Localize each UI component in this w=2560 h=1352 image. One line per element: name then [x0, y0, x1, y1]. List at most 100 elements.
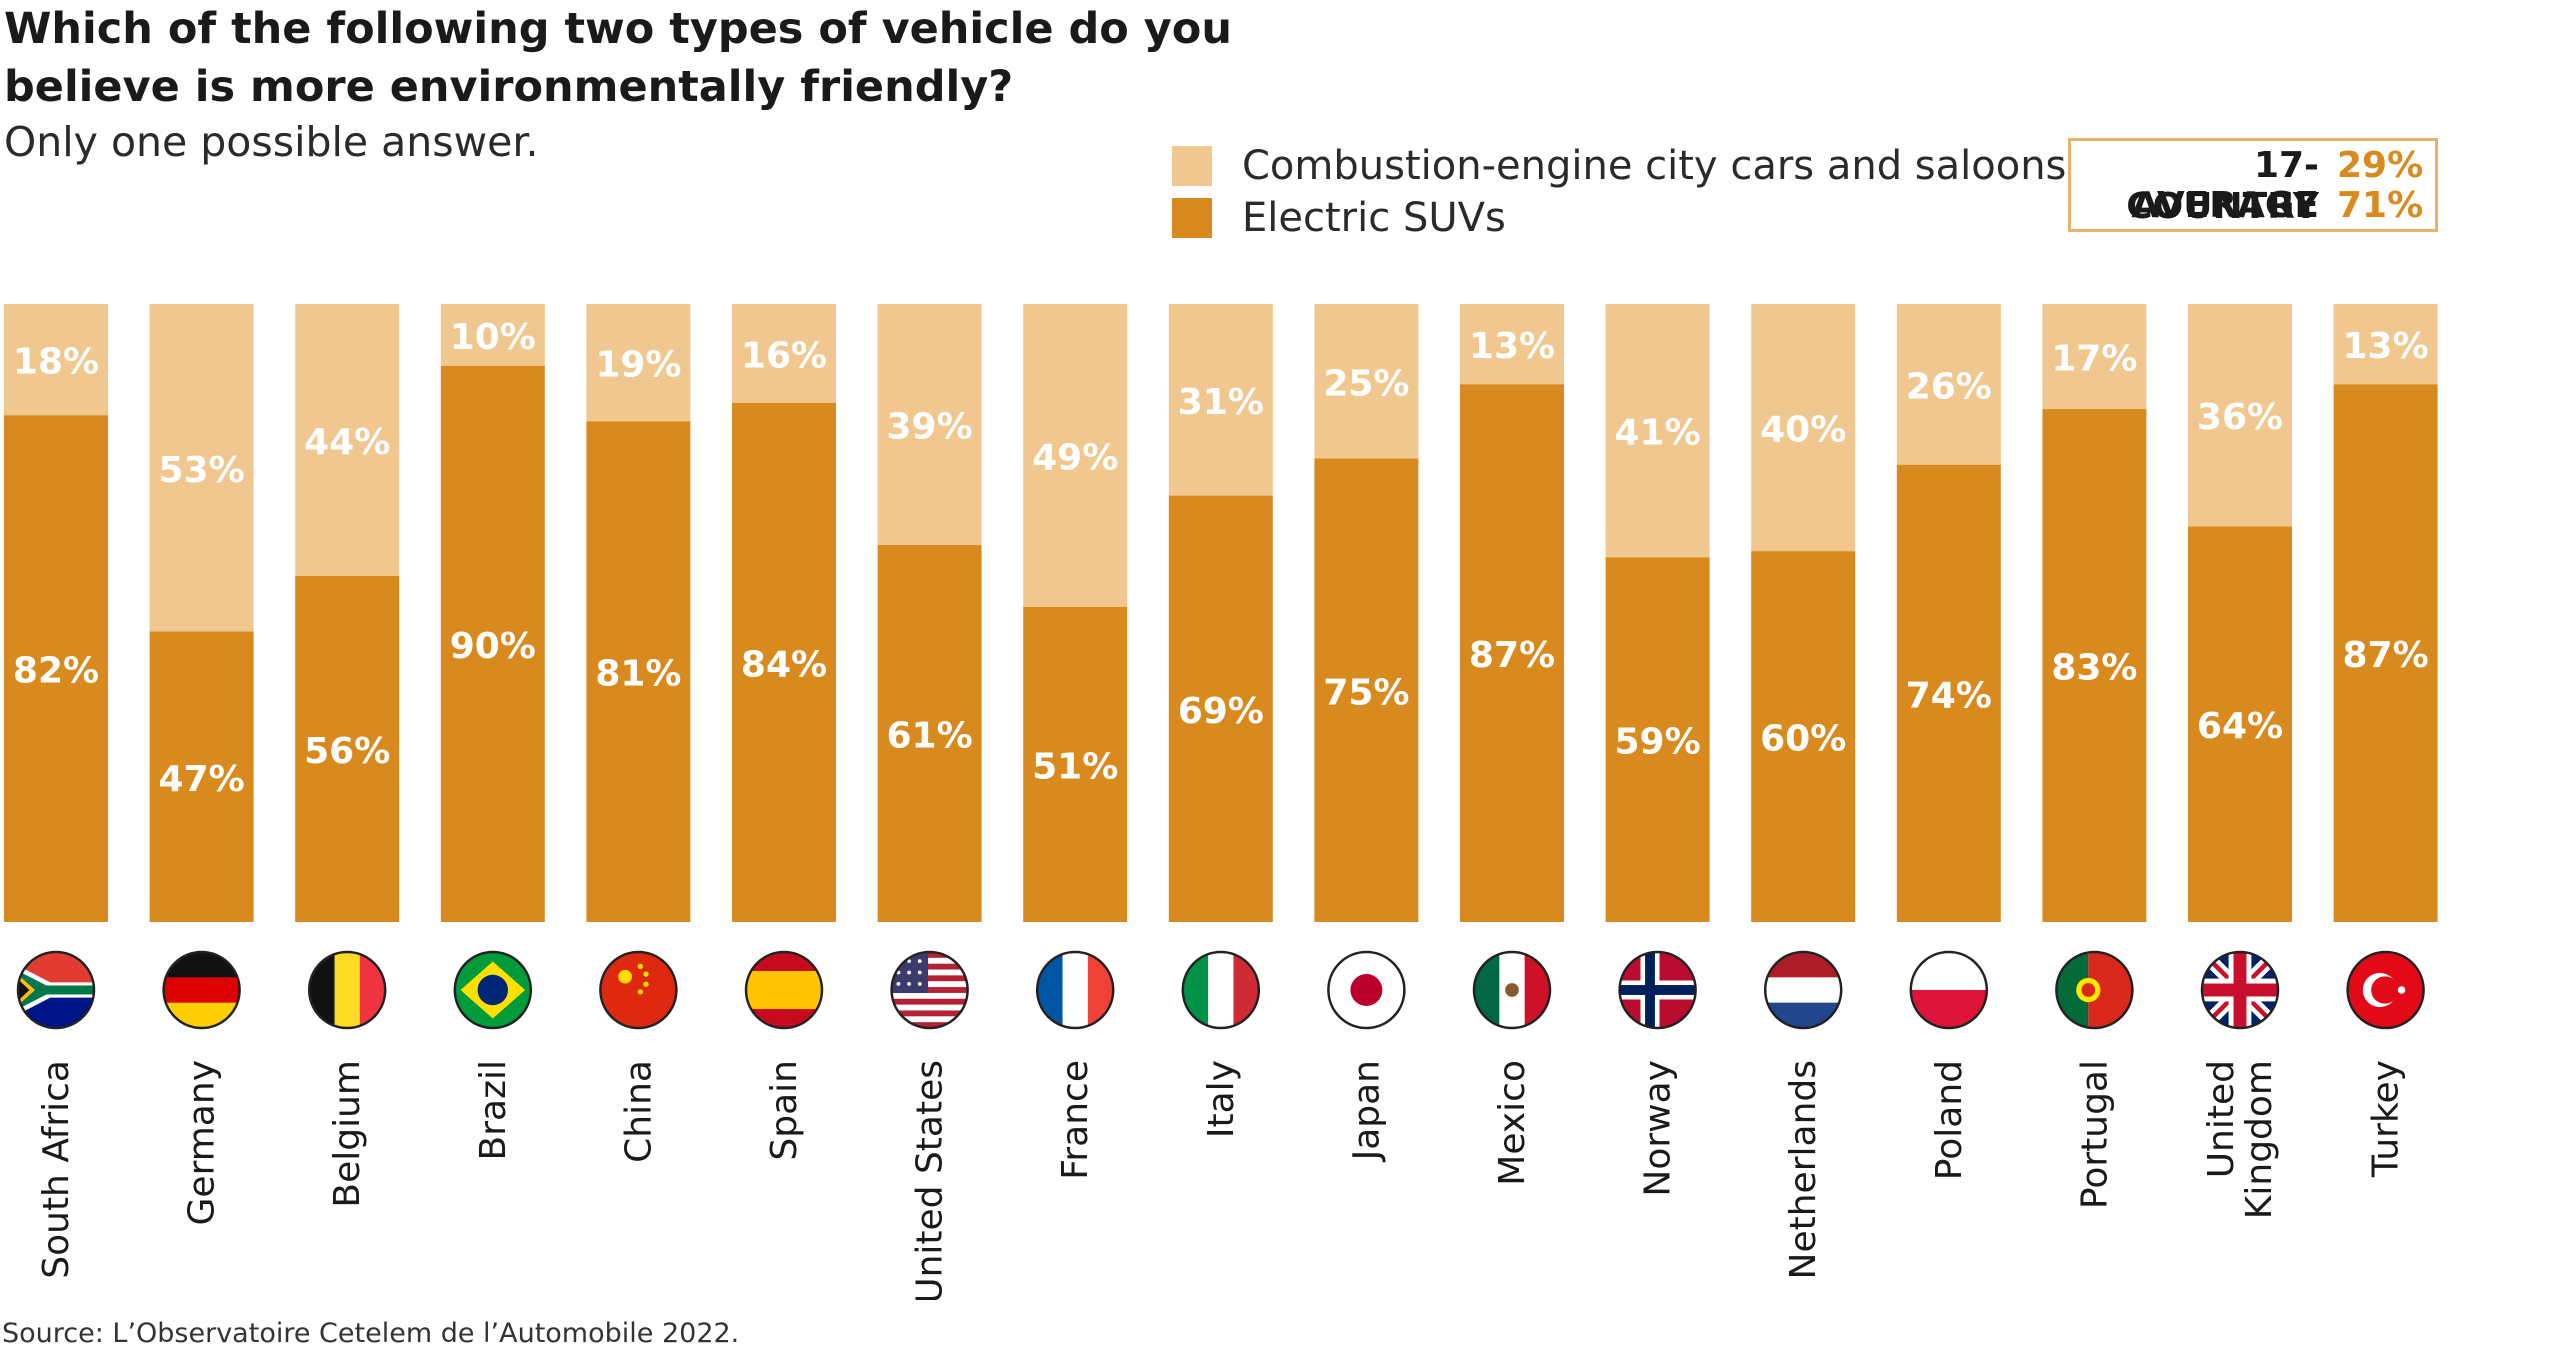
category-label-line: Netherlands [1783, 1060, 1824, 1279]
category-label-france: France [1055, 1060, 1096, 1180]
bar-electric-united-states [877, 545, 982, 922]
category-label-line: Japan [1346, 1060, 1387, 1162]
label-electric-germany: 47% [159, 759, 245, 800]
bar-electric-belgium [295, 575, 400, 922]
turkey-flag [2346, 950, 2425, 1030]
germany-flag [162, 950, 241, 1030]
legend-swatch-electric [1172, 198, 1212, 238]
bar-electric-poland [1896, 464, 2001, 922]
bar-electric-china [586, 421, 691, 922]
bar-combustion-portugal [2042, 304, 2147, 410]
category-label-line: United States [910, 1060, 951, 1300]
poland-flag [1909, 950, 1989, 1030]
bar-electric-south-africa [4, 415, 108, 922]
category-label-norway: Norway [1638, 1060, 1679, 1197]
category-label-line: Brazil [473, 1060, 514, 1160]
category-label-mexico: Mexico [1492, 1060, 1533, 1186]
category-label-line: Belgium [327, 1060, 368, 1208]
category-label-line: Germany [182, 1060, 223, 1225]
category-label-portugal: Portugal [2074, 1060, 2115, 1209]
italy-flag [1181, 950, 1261, 1030]
category-label-belgium: Belgium [327, 1060, 368, 1208]
chart-subtitle: Only one possible answer. [4, 118, 539, 166]
category-label-line: Norway [1638, 1060, 1679, 1197]
average-box: 17-COUNTRY 29% AVERAGE 71% [2068, 138, 2438, 232]
label-combustion-spain: 16% [741, 335, 827, 376]
legend-label-electric: Electric SUVs [1242, 195, 1506, 241]
bar-electric-mexico [1460, 384, 1564, 923]
bar-combustion-france [1023, 304, 1128, 607]
category-label-italy: Italy [1201, 1060, 1242, 1138]
average-label-line1: 17-COUNTRY [2126, 145, 2319, 227]
bar-combustion-poland [1896, 304, 2001, 465]
label-combustion-norway: 41% [1615, 413, 1701, 454]
bar-combustion-netherlands [1751, 304, 1856, 552]
belgium-flag [307, 950, 387, 1030]
china-flag [599, 950, 678, 1030]
bar-combustion-united-states [877, 304, 982, 546]
bar-combustion-brazil [440, 304, 545, 366]
average-electric-value: 71% [2337, 185, 2424, 226]
stacked-bar-chart: 18% 82% South Africa 53% 47% Germany 44% 56% Bel… [4, 304, 2438, 1300]
category-label-netherlands: Netherlands [1783, 1060, 1824, 1279]
label-electric-spain: 84% [741, 644, 827, 685]
bar-electric-united-kingdom [2188, 526, 2292, 922]
label-electric-japan: 75% [1323, 672, 1409, 713]
portugal-flag [2055, 950, 2134, 1030]
category-label-line: Portugal [2074, 1060, 2115, 1209]
label-electric-italy: 69% [1178, 691, 1264, 732]
bar-electric-spain [732, 402, 836, 922]
mexico-flag [1472, 950, 1552, 1030]
label-electric-united-states: 61% [887, 716, 973, 757]
label-electric-brazil: 90% [450, 626, 536, 667]
category-label-united-kingdom: UnitedKingdom [2201, 1060, 2280, 1219]
label-electric-south-africa: 82% [13, 651, 99, 692]
category-label-china: China [618, 1060, 659, 1163]
label-combustion-united-states: 39% [887, 407, 973, 448]
bar-electric-japan [1314, 458, 1419, 922]
category-label-south-africa: South Africa [36, 1060, 77, 1279]
netherlands-flag [1763, 950, 1843, 1030]
category-label-line: Turkey [2366, 1060, 2407, 1178]
legend-item-combustion: Combustion-engine city cars and saloons [1172, 140, 2066, 192]
bar-electric-norway [1605, 557, 1710, 922]
category-label-line: Poland [1929, 1060, 1970, 1180]
bar-combustion-mexico [1460, 304, 1564, 385]
label-combustion-germany: 53% [159, 450, 245, 491]
label-electric-mexico: 87% [1469, 635, 1555, 676]
brazil-flag [453, 950, 533, 1030]
category-label-line: Italy [1201, 1060, 1242, 1138]
norway-flag [1618, 950, 1697, 1030]
legend: Combustion-engine city cars and saloons … [1172, 140, 2066, 244]
category-label-line: Kingdom [2239, 1060, 2280, 1219]
bar-combustion-china [586, 304, 691, 422]
bar-electric-turkey [2333, 384, 2438, 923]
bar-electric-portugal [2042, 409, 2147, 922]
label-combustion-japan: 25% [1323, 363, 1409, 404]
category-label-japan: Japan [1346, 1060, 1387, 1162]
label-combustion-turkey: 13% [2343, 326, 2429, 367]
category-label-line: United [2201, 1060, 2242, 1178]
bar-combustion-spain [732, 304, 836, 403]
label-electric-france: 51% [1032, 746, 1118, 787]
label-combustion-brazil: 10% [450, 317, 536, 358]
bar-combustion-japan [1314, 304, 1419, 459]
japan-flag [1327, 950, 1406, 1030]
average-row-1: 17-COUNTRY 29% [2071, 145, 2423, 227]
average-row-2: AVERAGE 71% [2131, 185, 2424, 226]
bar-electric-netherlands [1751, 551, 1856, 922]
category-label-line: South Africa [36, 1060, 77, 1279]
source-note: Source: L’Observatoire Cetelem de l’Auto… [2, 1318, 740, 1349]
category-label-poland: Poland [1929, 1060, 1970, 1180]
label-combustion-italy: 31% [1178, 382, 1264, 423]
label-electric-norway: 59% [1615, 722, 1701, 763]
united-kingdom-flag [2200, 950, 2280, 1030]
bar-combustion-south-africa [4, 304, 108, 416]
label-combustion-portugal: 17% [2051, 339, 2137, 380]
category-label-germany: Germany [182, 1060, 223, 1225]
category-label-line: France [1055, 1060, 1096, 1180]
category-label-united-states: United States [910, 1060, 951, 1300]
label-combustion-france: 49% [1032, 437, 1118, 478]
spain-flag [744, 950, 824, 1030]
label-combustion-united-kingdom: 36% [2197, 397, 2283, 438]
